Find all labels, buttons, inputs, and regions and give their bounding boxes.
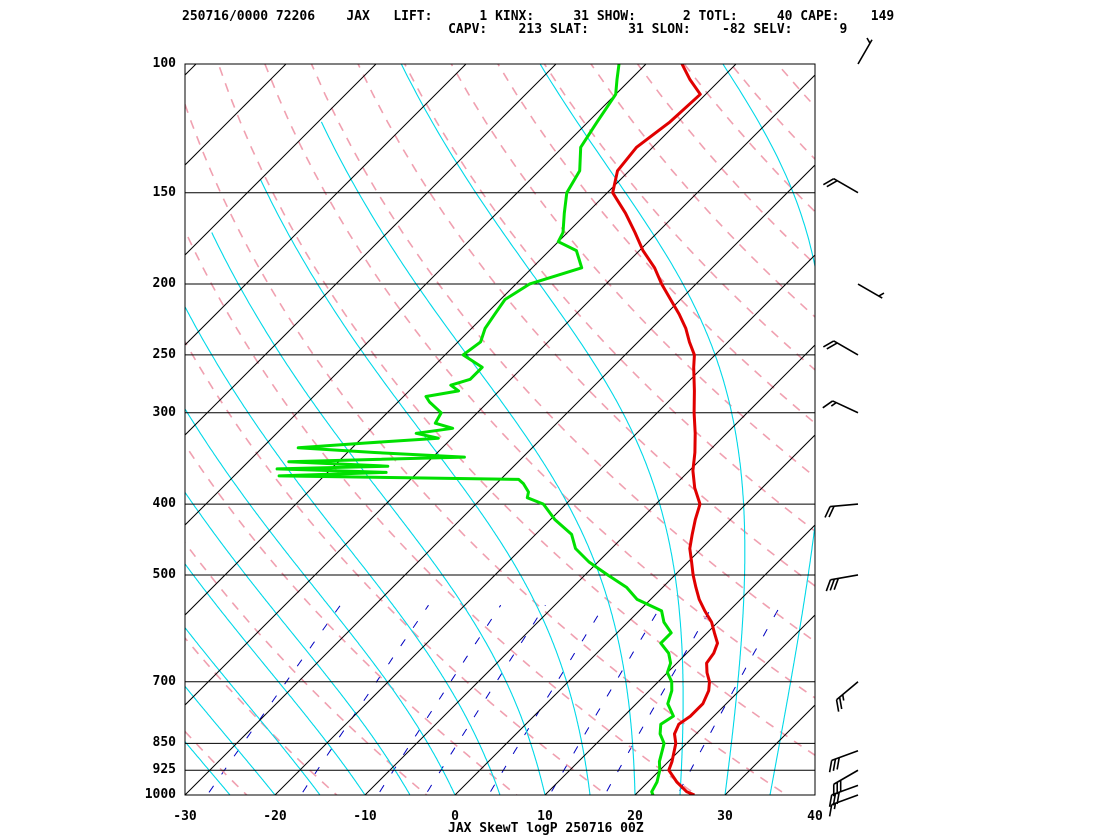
x-tick-label: 40 xyxy=(807,809,823,824)
isotherm xyxy=(185,64,647,526)
moist-adiabat xyxy=(260,179,591,795)
moist-adiabat xyxy=(185,740,231,795)
isotherm xyxy=(0,48,122,811)
wind-barb xyxy=(822,178,859,194)
isotherm xyxy=(544,524,815,795)
x-tick-label: -30 xyxy=(173,809,197,824)
isotherm xyxy=(185,164,815,795)
mixing-ratio-line xyxy=(206,604,341,795)
wind-barb xyxy=(857,37,873,65)
wind-barb xyxy=(822,400,859,414)
wind-barb xyxy=(824,503,859,518)
dry-adiabat xyxy=(185,340,609,795)
isotherm xyxy=(185,74,815,706)
dry-adiabat xyxy=(730,64,815,161)
isotherm xyxy=(185,64,197,76)
dry-adiabat xyxy=(185,102,789,795)
x-tick-label: -10 xyxy=(353,809,377,824)
mixing-ratio-line xyxy=(549,604,662,795)
y-tick-label: 250 xyxy=(152,346,176,362)
header-line-2: CAPV: 213 SLAT: 31 SLON: -82 SELV: 9 xyxy=(182,22,848,37)
x-tick-label: 0 xyxy=(451,809,459,824)
dry-adiabat xyxy=(871,64,1120,811)
wind-barb xyxy=(832,769,859,797)
background-lines xyxy=(0,48,1120,811)
dry-adiabat xyxy=(543,64,815,371)
dry-adiabat xyxy=(683,64,815,213)
isotherm xyxy=(364,344,815,795)
moist-adiabat xyxy=(722,64,815,795)
dry-adiabat xyxy=(917,64,1120,811)
dry-adiabat xyxy=(185,636,338,795)
moist-adiabat xyxy=(185,794,186,795)
isotherm xyxy=(185,64,737,616)
wind-barbs xyxy=(822,37,885,817)
moist-adiabat xyxy=(185,305,501,795)
isotherm xyxy=(185,64,287,166)
x-tick-label: 10 xyxy=(537,809,553,824)
y-tick-label: 700 xyxy=(152,673,176,689)
y-tick-label: 925 xyxy=(152,762,176,778)
mixing-ratio-line xyxy=(300,604,429,795)
dry-adiabat xyxy=(636,64,815,266)
wind-barb xyxy=(828,794,859,817)
wind-barb xyxy=(822,340,859,356)
wind-barb xyxy=(828,784,859,807)
y-tick-label: 100 xyxy=(152,56,176,71)
moist-adiabat xyxy=(814,792,815,795)
dry-adiabat xyxy=(403,64,815,533)
dry-adiabat xyxy=(964,64,1120,811)
isotherm xyxy=(185,64,377,256)
dewpoint-profile xyxy=(275,64,675,795)
x-tick-label: 30 xyxy=(717,809,733,824)
moist-adiabat xyxy=(185,685,276,795)
moist-adiabat xyxy=(185,563,366,795)
dry-adiabat xyxy=(310,64,815,643)
y-tick-label: 850 xyxy=(152,735,176,751)
temperature-profile xyxy=(611,64,719,795)
isotherm xyxy=(185,64,467,346)
moist-adiabat xyxy=(320,121,636,795)
moist-adiabat xyxy=(539,64,746,795)
wind-barb xyxy=(857,283,885,299)
mixing-ratio-line xyxy=(424,604,546,795)
isotherm xyxy=(634,614,815,795)
dry-adiabat xyxy=(497,64,815,425)
y-tick-label: 1000 xyxy=(144,787,176,802)
isotherm xyxy=(814,794,815,795)
profiles xyxy=(275,64,719,795)
wind-barb xyxy=(835,681,859,712)
isotherm xyxy=(185,64,557,436)
isotherm xyxy=(454,434,815,795)
y-tick-label: 300 xyxy=(152,404,176,420)
y-tick-label: 500 xyxy=(152,566,176,582)
header-line-1: 250716/0000 72206 JAX LIFT: 1 KINX: 31 S… xyxy=(182,9,895,24)
mixing-ratio-line xyxy=(676,604,782,795)
chart-title: JAX SkewT logP 250716 00Z xyxy=(448,821,644,836)
wind-barb xyxy=(825,574,859,592)
x-tick-label: -20 xyxy=(263,809,287,824)
isotherm xyxy=(724,704,815,795)
dry-adiabat xyxy=(185,730,248,795)
x-tick-label: 20 xyxy=(627,809,643,824)
wind-barb xyxy=(828,750,859,773)
moist-adiabat xyxy=(185,407,456,795)
y-tick-label: 400 xyxy=(152,496,176,512)
y-tick-label: 200 xyxy=(152,276,176,292)
plot-frame xyxy=(184,63,816,796)
isotherm xyxy=(0,48,32,811)
isotherm xyxy=(274,254,815,795)
isobars xyxy=(185,63,815,796)
dry-adiabat xyxy=(776,64,815,108)
dry-adiabat xyxy=(357,64,815,587)
dry-adiabat xyxy=(185,541,428,795)
dry-adiabat xyxy=(217,64,815,757)
moist-adiabat xyxy=(211,232,546,795)
moist-adiabat xyxy=(400,64,684,795)
y-tick-label: 150 xyxy=(152,184,176,200)
dry-adiabat xyxy=(264,64,815,699)
dry-adiabat xyxy=(185,228,699,795)
dry-adiabat xyxy=(824,64,1120,811)
